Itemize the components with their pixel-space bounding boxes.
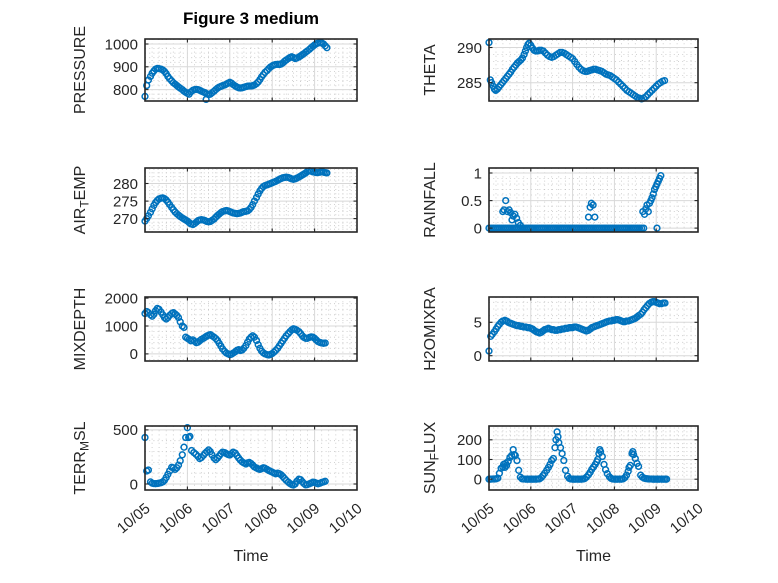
ylabel-sun_flux: SUNFLUX bbox=[422, 422, 442, 495]
tick-marks bbox=[488, 168, 699, 232]
ylabel-pressure: PRESSURE bbox=[72, 26, 89, 114]
xtick-label: 10/10 bbox=[667, 500, 707, 537]
ytick-label: 270 bbox=[113, 211, 138, 228]
axes-box bbox=[144, 296, 358, 362]
ylabel-mixdepth: MIXDEPTH bbox=[72, 288, 89, 371]
major-grid bbox=[489, 297, 698, 361]
axes-box bbox=[488, 296, 699, 362]
tick-marks bbox=[144, 39, 358, 101]
xtick-label: 10/07 bbox=[199, 500, 239, 537]
ylabel-h2omixra: H2OMIXRA bbox=[422, 287, 439, 371]
ylabel-rainfall: RAINFALL bbox=[422, 162, 439, 238]
ytick-label: 800 bbox=[113, 82, 138, 99]
axes-box bbox=[144, 38, 358, 102]
scatter-points-sun_flux bbox=[485, 428, 671, 483]
subplot-theta: 285 290 THETA bbox=[422, 38, 699, 103]
axes-box bbox=[144, 425, 358, 491]
ytick-label: 0 bbox=[474, 348, 482, 365]
ytick-label: 285 bbox=[457, 75, 482, 92]
scatter-points-air_temp bbox=[141, 167, 331, 229]
axes-box bbox=[144, 167, 358, 233]
axes-box bbox=[488, 425, 699, 491]
ytick-label: 290 bbox=[457, 40, 482, 57]
ytick-label: 0 bbox=[474, 220, 482, 237]
ytick-label: 1000 bbox=[105, 36, 138, 53]
ylabel-terr_msl: TERRMSL bbox=[72, 421, 92, 494]
xtick-label: 10/07 bbox=[541, 500, 581, 537]
scatter-points-mixdepth bbox=[141, 304, 329, 359]
ytick-label: 5 bbox=[474, 315, 482, 332]
major-grid bbox=[145, 297, 357, 361]
tick-marks bbox=[144, 297, 358, 361]
xtick-label: 10/10 bbox=[326, 500, 366, 537]
xtick-label: 10/06 bbox=[500, 500, 540, 537]
axes-box bbox=[488, 167, 699, 233]
subplot-rainfall: 0 0.5 1 RAINFALL bbox=[422, 162, 699, 238]
ytick-label: 0 bbox=[130, 346, 138, 363]
tick-marks bbox=[144, 168, 358, 232]
ytick-label: 500 bbox=[113, 422, 138, 439]
ytick-label: 0 bbox=[474, 471, 482, 488]
xtick-label: 10/08 bbox=[583, 500, 623, 537]
xtick-label: 10/06 bbox=[156, 500, 196, 537]
ytick-label: 1 bbox=[474, 165, 482, 182]
subplot-h2omixra: 0 5 H2OMIXRA bbox=[422, 287, 699, 371]
ylabel-air_temp: AIRTEMP bbox=[72, 166, 92, 235]
ytick-label: 1000 bbox=[105, 318, 138, 335]
xtick-label: 10/09 bbox=[283, 500, 323, 537]
xtick-label: 10/08 bbox=[241, 500, 281, 537]
ytick-label: 200 bbox=[457, 432, 482, 449]
tick-marks bbox=[144, 426, 358, 490]
tick-marks bbox=[488, 297, 699, 361]
scatter-points-rainfall bbox=[485, 172, 665, 232]
xtick-label: 10/09 bbox=[625, 500, 665, 537]
ytick-label: 0 bbox=[130, 476, 138, 493]
xtick-label: 10/05 bbox=[458, 500, 498, 537]
scatter-points-terr_msl bbox=[141, 424, 329, 489]
ytick-label: 900 bbox=[113, 59, 138, 76]
figure-title: Figure 3 medium bbox=[182, 9, 320, 28]
ytick-label: 275 bbox=[113, 193, 138, 210]
tick-marks bbox=[488, 39, 699, 101]
axes-box bbox=[488, 38, 699, 102]
ylabel-theta: THETA bbox=[422, 44, 439, 96]
ytick-label: 0.5 bbox=[461, 193, 482, 210]
xlabel-time-left: Time bbox=[233, 548, 269, 565]
tick-marks bbox=[488, 426, 699, 490]
scatter-points-theta bbox=[485, 38, 669, 103]
scatter-points-pressure bbox=[141, 38, 331, 104]
xtick-label: 10/05 bbox=[114, 500, 154, 537]
subplot-terr_msl: 0 500 TERRMSL 10/05 10/06 10/07 10/08 10/09 10/1… bbox=[72, 421, 366, 537]
ytick-label: 2000 bbox=[105, 290, 138, 307]
scatter-points-h2omixra bbox=[485, 298, 669, 355]
subplot-pressure: 800 900 1000 PRESSURE bbox=[72, 26, 358, 114]
minor-grid bbox=[145, 297, 357, 361]
xlabel-time-right: Time bbox=[576, 548, 611, 565]
subplot-mixdepth: 0 1000 2000 MIXDEPTH bbox=[72, 288, 358, 371]
subplot-sun_flux: 0 100 200 SUNFLUX 10/05 10/06 10/07 10/08 10/09 1… bbox=[422, 422, 707, 538]
ytick-label: 100 bbox=[457, 452, 482, 469]
ytick-label: 280 bbox=[113, 176, 138, 193]
